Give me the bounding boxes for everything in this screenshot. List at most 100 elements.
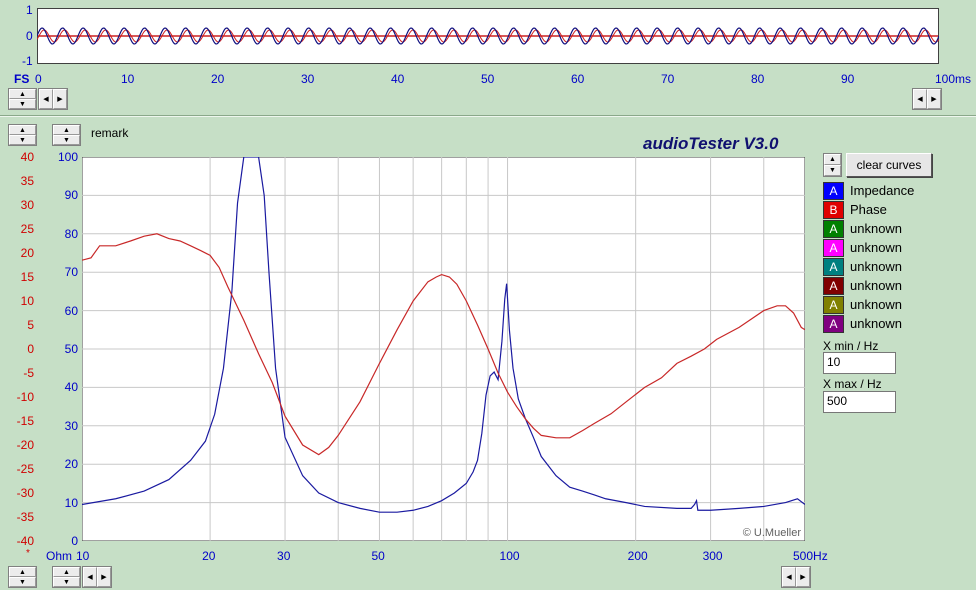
phase-tick: 20 <box>20 246 34 260</box>
scope-x-tick: 0 <box>35 72 42 86</box>
scope-y-spinner[interactable]: ▲ ▼ <box>8 88 37 110</box>
down-arrow-icon[interactable]: ▼ <box>9 135 36 145</box>
main-plot[interactable]: © U.Mueller <box>82 157 805 541</box>
legend-color-swatch[interactable]: A <box>823 314 844 333</box>
freq-min-spinner[interactable]: ◀ ▶ <box>82 566 112 588</box>
ohm-tick: 70 <box>64 265 78 280</box>
phase-tick: 35 <box>20 174 34 188</box>
freq-max-spinner[interactable]: ◀ ▶ <box>781 566 811 588</box>
right-arrow-icon[interactable]: ▶ <box>796 567 810 587</box>
scope-y-tick: -1 <box>22 54 33 68</box>
up-arrow-icon[interactable]: ▲ <box>53 567 80 577</box>
phase-scale-spinner[interactable]: ▲ ▼ <box>8 124 37 146</box>
freq-tick: 100 <box>499 549 520 563</box>
phase-curve <box>82 233 805 456</box>
phase-tick: 10 <box>20 294 34 308</box>
phase-offset-spinner[interactable]: ▲ ▼ <box>8 566 37 588</box>
xmax-label: X max / Hz <box>823 377 882 391</box>
legend-item[interactable]: A Impedance <box>823 181 914 200</box>
scope-x-tick: 60 <box>571 72 585 86</box>
ohm-tick: 20 <box>64 457 78 472</box>
ohm-tick: 100 <box>57 150 78 164</box>
legend-item[interactable]: B Phase <box>823 200 887 219</box>
legend-label: unknown <box>850 278 903 293</box>
scope-x-tick: 30 <box>301 72 315 86</box>
down-arrow-icon[interactable]: ▼ <box>9 99 36 109</box>
phase-tick: 30 <box>20 198 34 212</box>
up-arrow-icon[interactable]: ▲ <box>9 89 36 99</box>
phase-tick: 15 <box>20 270 34 284</box>
legend-label: unknown <box>850 316 903 331</box>
scope-trace-left <box>37 27 939 45</box>
scope-y-tick: 0 <box>26 29 33 43</box>
legend-label: unknown <box>850 297 903 312</box>
ohm-offset-spinner[interactable]: ▲ ▼ <box>52 566 81 588</box>
down-arrow-icon[interactable]: ▼ <box>824 165 841 176</box>
legend-label: Phase <box>850 202 887 217</box>
watermark: © U.Mueller <box>743 527 802 539</box>
down-arrow-icon[interactable]: ▼ <box>53 577 80 587</box>
ohm-axis-unit: Ohm <box>46 549 73 563</box>
right-arrow-icon[interactable]: ▶ <box>53 89 67 109</box>
up-arrow-icon[interactable]: ▲ <box>824 154 841 165</box>
phase-tick: -5 <box>23 366 34 380</box>
legend-color-swatch[interactable]: B <box>823 200 844 219</box>
legend-color-swatch[interactable]: A <box>823 276 844 295</box>
phase-tick: -35 <box>16 510 34 524</box>
legend-label: unknown <box>850 221 903 236</box>
right-arrow-icon[interactable]: ▶ <box>927 89 941 109</box>
xmin-input[interactable]: 10 <box>823 352 896 374</box>
curve-select-spinner[interactable]: ▲ ▼ <box>823 153 842 177</box>
scope-x-spinner-left[interactable]: ◀ ▶ <box>38 88 68 110</box>
remark-label: remark <box>91 126 129 140</box>
up-arrow-icon[interactable]: ▲ <box>53 125 80 135</box>
legend-color-swatch[interactable]: A <box>823 257 844 276</box>
scope-y-tick: 1 <box>26 3 33 17</box>
ohm-tick: 10 <box>64 495 78 510</box>
scope-x-tick: 90 <box>841 72 855 86</box>
clear-curves-button[interactable]: clear curves <box>846 153 932 177</box>
phase-tick: -25 <box>16 462 34 476</box>
phase-tick: -15 <box>16 414 34 428</box>
down-arrow-icon[interactable]: ▼ <box>53 135 80 145</box>
scope-plot[interactable] <box>37 8 939 64</box>
up-arrow-icon[interactable]: ▲ <box>9 567 36 577</box>
legend-label: unknown <box>850 259 903 274</box>
scope-x-tick: 50 <box>481 72 495 86</box>
legend-label: unknown <box>850 240 903 255</box>
freq-tick: 200 <box>627 549 648 563</box>
freq-tick: 500Hz <box>793 549 828 563</box>
freq-tick: 30 <box>277 549 291 563</box>
ohm-tick: 60 <box>64 303 78 318</box>
scope-x-tick: 20 <box>211 72 225 86</box>
left-arrow-icon[interactable]: ◀ <box>782 567 796 587</box>
phase-tick: -40 <box>16 534 34 548</box>
up-arrow-icon[interactable]: ▲ <box>9 125 36 135</box>
right-arrow-icon[interactable]: ▶ <box>97 567 111 587</box>
impedance-curve <box>82 157 805 513</box>
phase-tick: 0 <box>27 342 34 356</box>
left-arrow-icon[interactable]: ◀ <box>39 89 53 109</box>
legend-color-swatch[interactable]: A <box>823 181 844 200</box>
legend-color-swatch[interactable]: A <box>823 219 844 238</box>
phase-tick: 5 <box>27 318 34 332</box>
scope-x-spinner-right[interactable]: ◀ ▶ <box>912 88 942 110</box>
ohm-tick: 0 <box>71 534 78 548</box>
down-arrow-icon[interactable]: ▼ <box>9 577 36 587</box>
legend-color-swatch[interactable]: A <box>823 295 844 314</box>
scope-x-tick: 10 <box>121 72 135 86</box>
left-arrow-icon[interactable]: ◀ <box>913 89 927 109</box>
ohm-scale-spinner[interactable]: ▲ ▼ <box>52 124 81 146</box>
app-title: audioTester V3.0 <box>643 134 779 153</box>
legend-color-swatch[interactable]: A <box>823 238 844 257</box>
scope-x-tick: 40 <box>391 72 405 86</box>
xmax-input[interactable]: 500 <box>823 391 896 413</box>
left-arrow-icon[interactable]: ◀ <box>83 567 97 587</box>
ohm-tick: 80 <box>64 226 78 241</box>
